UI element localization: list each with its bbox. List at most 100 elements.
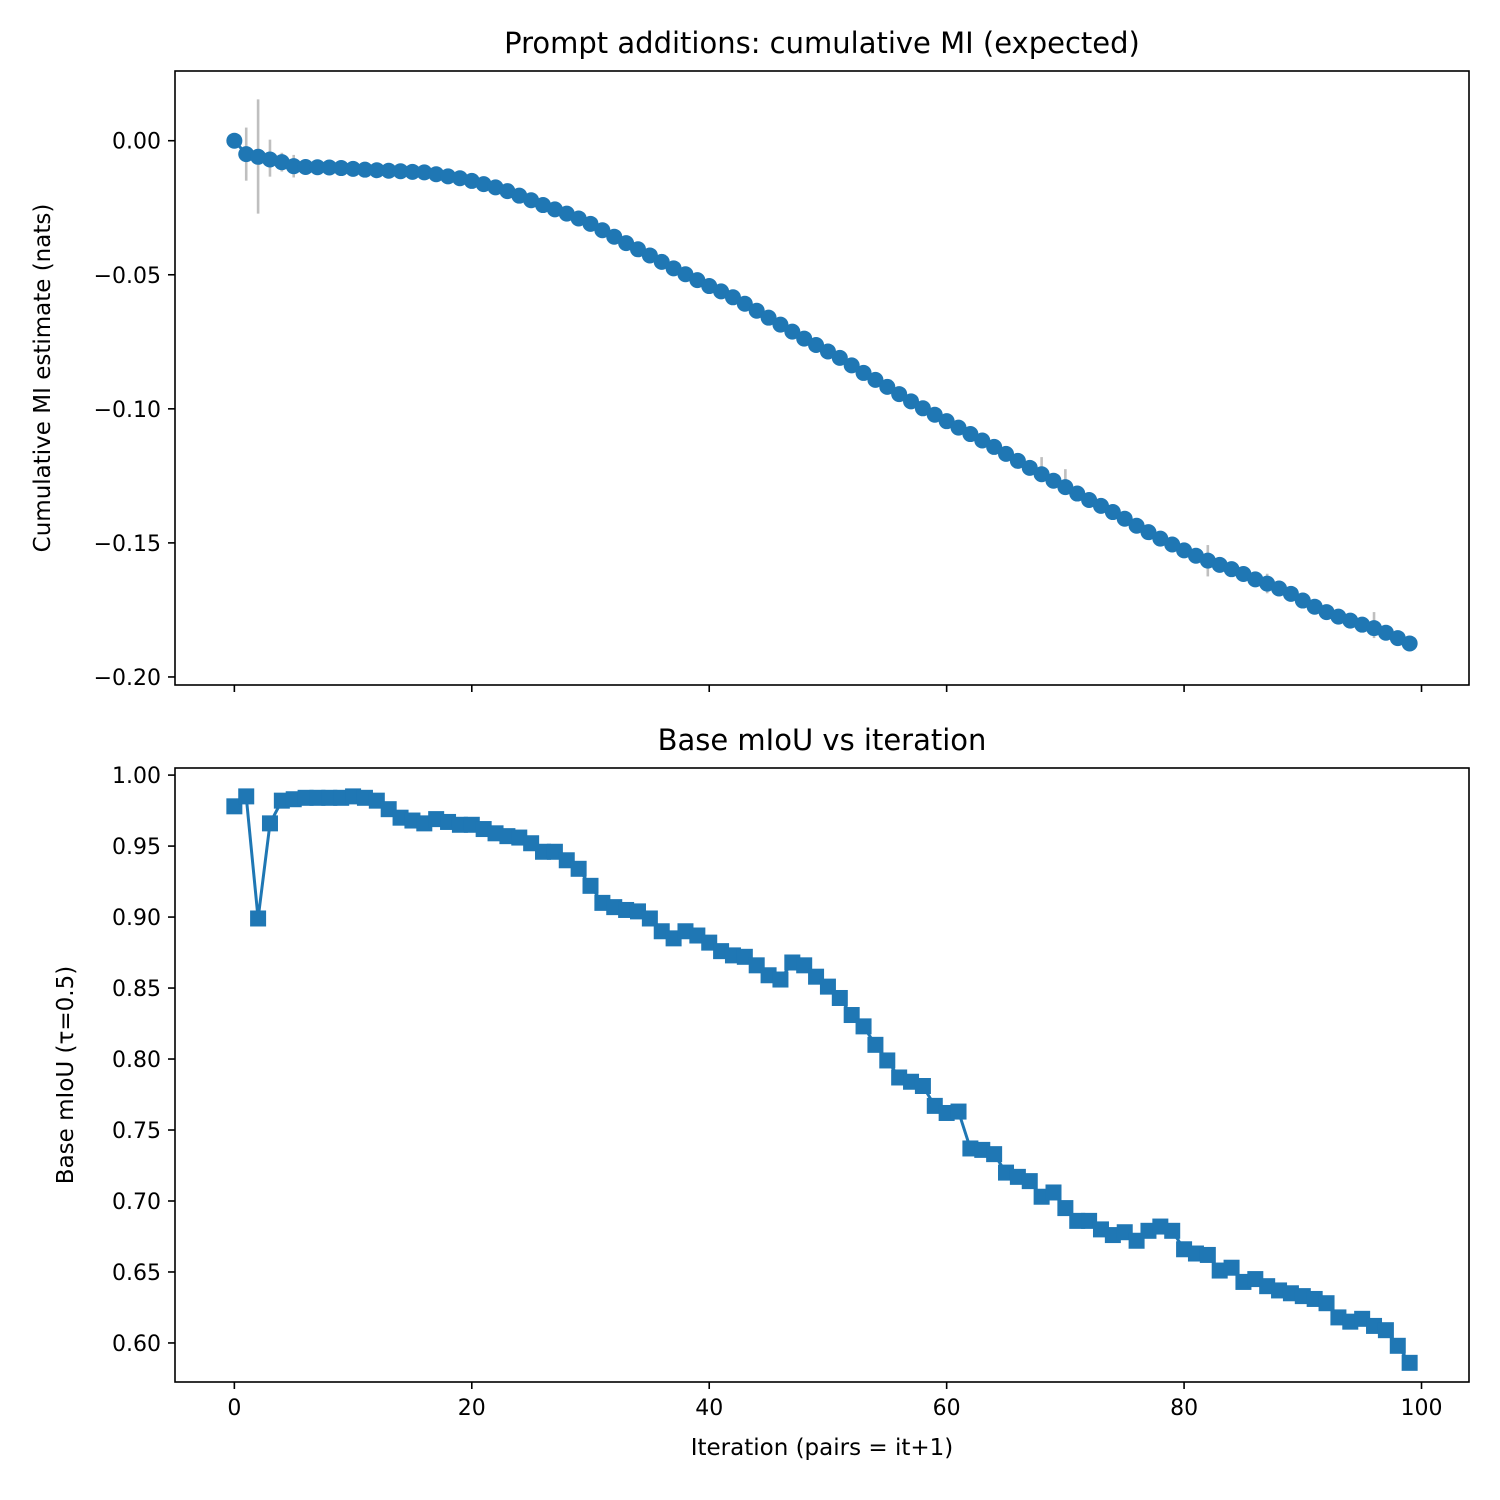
- mi-y-tick-label: −0.15: [94, 532, 161, 557]
- miou-y-tick-label: 0.80: [112, 1048, 161, 1073]
- miou-y-axis-label: Base mIoU (τ=0.5): [53, 966, 79, 1184]
- miou-point: [261, 815, 278, 832]
- mi-y-tick-label: 0.00: [112, 130, 161, 155]
- mi-point: [1009, 452, 1026, 469]
- miou-x-tick-label: 100: [1401, 1396, 1443, 1421]
- mi-point: [606, 228, 623, 245]
- mi-point: [404, 163, 421, 180]
- mi-point: [736, 295, 753, 312]
- mi-point: [772, 316, 789, 333]
- mi-point: [843, 357, 860, 374]
- mi-point: [879, 378, 896, 395]
- mi-y-tick-label: −0.20: [94, 666, 161, 691]
- mi-point: [1081, 491, 1098, 508]
- mi-point: [1282, 585, 1299, 602]
- mi-point: [1033, 466, 1050, 483]
- miou-point: [250, 910, 267, 927]
- miou-point: [1377, 1322, 1394, 1339]
- miou-points: [226, 788, 1418, 1371]
- miou-y-tick-label: 0.65: [112, 1261, 161, 1286]
- mi-point: [333, 160, 350, 177]
- miou-point: [1223, 1259, 1240, 1276]
- miou-point: [1021, 1173, 1038, 1190]
- mi-point: [855, 364, 872, 381]
- mi-point: [724, 289, 741, 306]
- mi-point: [1294, 592, 1311, 609]
- mi-panel: Prompt additions: cumulative MI (expecte…: [30, 26, 1470, 692]
- mi-point: [784, 323, 801, 340]
- mi-point: [891, 386, 908, 403]
- miou-chart-title: Base mIoU vs iteration: [658, 723, 987, 757]
- mi-point: [321, 159, 338, 176]
- mi-point: [689, 272, 706, 289]
- miou-x-tick-label: 40: [695, 1396, 723, 1421]
- mi-point: [297, 158, 314, 175]
- miou-point: [855, 1018, 872, 1035]
- mi-point: [831, 349, 848, 366]
- mi-point: [808, 337, 825, 354]
- miou-y-tick-label: 0.75: [112, 1119, 161, 1144]
- mi-point: [416, 164, 433, 181]
- miou-point: [641, 910, 658, 927]
- miou-y-tick-label: 0.85: [112, 977, 161, 1002]
- mi-point: [582, 215, 599, 232]
- mi-point: [998, 445, 1015, 462]
- mi-point: [1104, 504, 1121, 521]
- mi-point: [986, 438, 1003, 455]
- mi-point: [629, 241, 646, 258]
- miou-point: [879, 1052, 896, 1069]
- miou-panel: Base mIoU vs iteration Base mIoU (τ=0.5)…: [53, 723, 1470, 1461]
- miou-point: [1199, 1246, 1216, 1263]
- mi-point: [1092, 497, 1109, 514]
- mi-point: [356, 161, 373, 178]
- mi-point: [368, 162, 385, 179]
- mi-point: [1045, 472, 1062, 489]
- miou-x-axis-label: Iteration (pairs = it+1): [691, 1435, 954, 1461]
- mi-point: [938, 413, 955, 430]
- miou-point: [1057, 1200, 1074, 1217]
- mi-y-tick-label: −0.10: [94, 398, 161, 423]
- mi-point: [713, 283, 730, 300]
- miou-y-tick-label: 1.00: [112, 764, 161, 789]
- miou-point: [772, 971, 789, 988]
- mi-point: [1021, 459, 1038, 476]
- miou-x-tick-label: 0: [227, 1396, 241, 1421]
- mi-point: [677, 266, 694, 283]
- mi-point: [653, 253, 670, 270]
- miou-ticks: 0 20 40 60 80 100 1.00 0.95 0.90 0.85 0.80 0.75 0.70…: [112, 764, 1442, 1421]
- mi-point: [440, 168, 457, 185]
- mi-point: [914, 400, 931, 417]
- mi-y-axis-label: Cumulative MI estimate (nats): [30, 204, 56, 553]
- miou-y-tick-label: 0.60: [112, 1332, 161, 1357]
- mi-point: [618, 235, 635, 252]
- mi-point: [1401, 635, 1418, 652]
- mi-point: [867, 371, 884, 388]
- mi-point: [226, 132, 243, 149]
- mi-point: [1128, 517, 1145, 534]
- miou-y-tick-label: 0.70: [112, 1190, 161, 1215]
- miou-point: [914, 1078, 931, 1095]
- mi-point: [309, 159, 326, 176]
- miou-point: [950, 1103, 967, 1120]
- mi-point: [1069, 485, 1086, 502]
- mi-chart-title: Prompt additions: cumulative MI (expecte…: [504, 26, 1140, 60]
- miou-x-tick-label: 60: [933, 1396, 961, 1421]
- miou-point: [582, 877, 599, 894]
- miou-point: [986, 1146, 1003, 1163]
- mi-point: [1152, 530, 1169, 547]
- mi-point: [926, 406, 943, 423]
- miou-x-tick-label: 80: [1170, 1396, 1198, 1421]
- mi-point: [392, 163, 409, 180]
- mi-point: [950, 419, 967, 436]
- miou-y-tick-label: 0.95: [112, 835, 161, 860]
- mi-point: [1164, 536, 1181, 553]
- miou-point: [1401, 1354, 1418, 1371]
- miou-point: [238, 788, 255, 805]
- mi-point: [594, 222, 611, 239]
- mi-point: [380, 162, 397, 179]
- mi-point: [428, 166, 445, 183]
- mi-point: [748, 302, 765, 319]
- mi-point: [641, 247, 658, 264]
- mi-point: [796, 330, 813, 347]
